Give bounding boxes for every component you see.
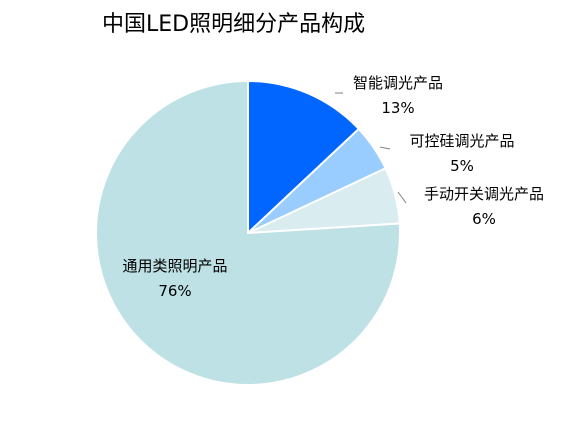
slice-value-label: 76% (158, 282, 191, 300)
pie-slice (95, 79, 401, 386)
pie-slices (95, 79, 401, 386)
leader-lines (335, 92, 407, 204)
data-labels: 智能调光产品 13% 可控硅调光产品 5% 手动开关调光产品 6% 通用类照明产品 76% (122, 74, 544, 300)
pie-slice (247, 79, 361, 236)
slice-label: 手动开关调光产品 (424, 185, 544, 203)
slice-label: 智能调光产品 (353, 74, 443, 92)
slice-value-label: 6% (472, 210, 496, 228)
chart-title: 中国LED照明细分产品构成 (102, 12, 366, 37)
slice-label: 可控硅调光产品 (409, 132, 514, 150)
leader-line (397, 191, 407, 204)
slice-label: 通用类照明产品 (122, 257, 227, 275)
slice-value-label: 5% (450, 157, 474, 175)
slice-value-label: 13% (381, 99, 414, 117)
leader-line (379, 146, 391, 150)
